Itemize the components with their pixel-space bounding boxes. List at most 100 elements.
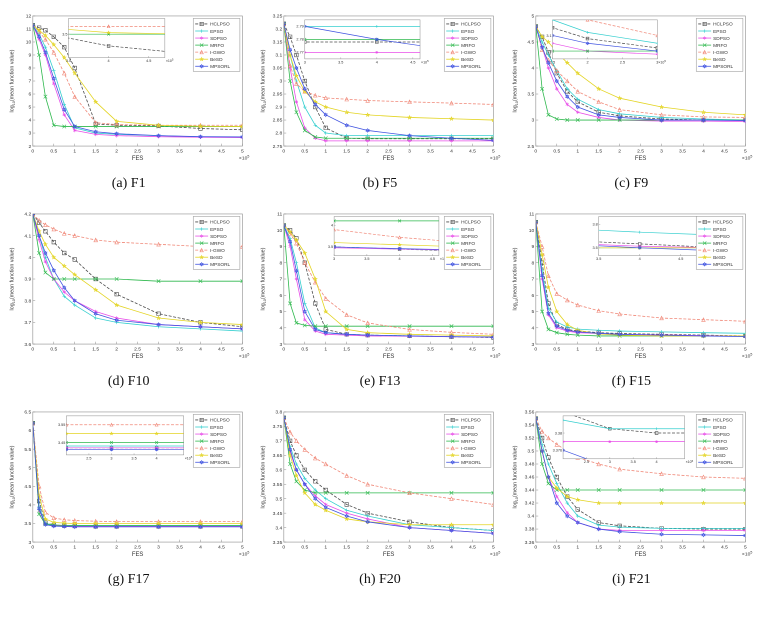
hexagram-marker bbox=[702, 261, 707, 267]
legend-label: MRFO bbox=[210, 43, 224, 49]
hexagram-marker bbox=[284, 415, 494, 536]
y-tick-label: 3 bbox=[531, 118, 534, 124]
legend-entry: MRFO bbox=[697, 439, 727, 445]
x-tick-label: 4 bbox=[199, 149, 202, 155]
x-tick-label: 4.5 bbox=[721, 544, 728, 550]
plot-line bbox=[535, 26, 746, 121]
y-tick-label: 3 bbox=[280, 79, 283, 85]
x-exponent-label: ×105 bbox=[490, 155, 500, 162]
inset-x-tick-label: 4.5 bbox=[430, 257, 435, 261]
plot-line bbox=[334, 246, 440, 250]
x-tick-label: 2 bbox=[367, 544, 370, 550]
legend-label: EPSO bbox=[210, 425, 224, 431]
legend-label: I-GWO bbox=[210, 50, 225, 56]
series-epso bbox=[284, 415, 494, 533]
legend-label: HCLPSO bbox=[210, 418, 230, 424]
inset-x-tick-label: 4 bbox=[399, 257, 401, 261]
hexagram-marker bbox=[450, 459, 456, 465]
pentagram-marker bbox=[637, 245, 642, 250]
y-tick-label: 3.55 bbox=[273, 482, 283, 488]
inset-x-tick-label: 4.5 bbox=[678, 257, 683, 261]
hexagram-marker bbox=[450, 261, 456, 267]
triangle-marker bbox=[106, 24, 111, 29]
x-tick-label: 5 bbox=[492, 544, 495, 550]
inset-axes-box bbox=[66, 415, 184, 455]
inset-x-exponent-label: ×105 bbox=[658, 59, 666, 64]
legend-entry: SDPSO bbox=[697, 36, 730, 42]
series-hclpso bbox=[573, 415, 685, 435]
x-tick-label: 3 bbox=[409, 346, 412, 352]
plot-line bbox=[535, 26, 746, 121]
x-marker bbox=[199, 43, 204, 48]
x-tick-label: 1.5 bbox=[92, 544, 99, 550]
y-axis-label: log10(mean function value) bbox=[512, 247, 518, 310]
hexagram-marker bbox=[535, 219, 746, 339]
legend-entry: SDPSO bbox=[195, 432, 227, 438]
legend-label: MRFO bbox=[210, 241, 224, 247]
y-axis-label: log10(mean function value) bbox=[9, 445, 15, 508]
inset-x-tick-label: 3.5 bbox=[630, 460, 635, 464]
x-tick-label: 4.5 bbox=[721, 149, 728, 155]
y-tick-label: 3.44 bbox=[524, 488, 534, 494]
legend-label: MRFO bbox=[713, 43, 727, 49]
plot-line bbox=[284, 417, 494, 525]
legend-label: MPSORL bbox=[210, 64, 230, 70]
y-axis-label: log10(mean function value) bbox=[512, 445, 518, 508]
x-tick-label: 3.5 bbox=[427, 544, 434, 550]
x-marker bbox=[32, 213, 243, 284]
series-i-gwo bbox=[535, 219, 746, 324]
legend-entry: HCLPSO bbox=[697, 418, 733, 424]
legend-entry: MRFO bbox=[697, 241, 727, 247]
y-tick-label: 3.05 bbox=[273, 66, 283, 72]
inset-y-tick-label: 2.77 bbox=[297, 51, 304, 55]
series-hclpso bbox=[305, 40, 421, 44]
legend-label: SDPSO bbox=[461, 234, 478, 240]
series-epso bbox=[562, 418, 685, 430]
triangle-marker bbox=[199, 247, 204, 253]
legend-label: HCLPSO bbox=[461, 418, 481, 424]
x-tick-label: 4.5 bbox=[218, 544, 225, 550]
legend-label: EPSO bbox=[713, 425, 727, 431]
hexagram-marker bbox=[32, 213, 243, 332]
legend-entry: I-GWO bbox=[446, 247, 477, 254]
inset-x-tick-label: 4 bbox=[156, 456, 158, 460]
triangle-marker bbox=[535, 219, 746, 324]
y-tick-label: 3.7 bbox=[276, 438, 283, 444]
x-tick-label: 4.5 bbox=[469, 346, 476, 352]
legend-label: BeSD bbox=[461, 453, 474, 459]
legend-entry: SDPSO bbox=[697, 432, 730, 438]
x-tick-label: 0.5 bbox=[302, 346, 309, 352]
x-tick-label: 3.5 bbox=[427, 149, 434, 155]
y-axis-label: log10(mean function value) bbox=[261, 49, 267, 112]
legend-entry: BeSD bbox=[697, 452, 726, 459]
x-tick-label: 0 bbox=[283, 544, 286, 550]
legend-entry: HCLPSO bbox=[195, 418, 230, 424]
x-tick-label: 3.5 bbox=[679, 544, 686, 550]
x-axis-label: FES bbox=[132, 354, 144, 360]
hexagram-marker bbox=[284, 222, 494, 340]
x-tick-label: 2.5 bbox=[637, 346, 644, 352]
square-marker bbox=[334, 245, 402, 251]
legend-entry: HCLPSO bbox=[446, 220, 481, 226]
legend-entry: SDPSO bbox=[446, 234, 478, 240]
inset-y-tick-label: 3.8 bbox=[592, 223, 597, 227]
legend-label: I-GWO bbox=[210, 446, 225, 452]
x-tick-label: 0 bbox=[31, 149, 34, 155]
x-exponent-label: ×105 bbox=[239, 155, 249, 162]
legend-label: MRFO bbox=[461, 439, 475, 445]
x-marker bbox=[702, 241, 707, 245]
plot-line bbox=[284, 417, 494, 531]
x-marker bbox=[107, 32, 111, 36]
legend-entry: BeSD bbox=[446, 452, 474, 459]
x-tick-label: 2 bbox=[618, 346, 621, 352]
x-tick-label: 0.5 bbox=[50, 544, 57, 550]
inset-x-tick-label: 3 bbox=[608, 460, 610, 464]
hexagram-marker bbox=[637, 245, 642, 250]
x-exponent-label: ×105 bbox=[742, 155, 752, 162]
plus-marker bbox=[451, 227, 455, 231]
legend-entry: MPSORL bbox=[697, 261, 733, 268]
square-marker bbox=[106, 44, 111, 48]
plot-line bbox=[334, 242, 440, 247]
chart-canvas-f13: 0 0.5 1 1.5 2 2.5 3 3.5 4 4.5 5 3 4 5 6 7 8 9 10 11 FES ×105 l… bbox=[261, 212, 501, 360]
